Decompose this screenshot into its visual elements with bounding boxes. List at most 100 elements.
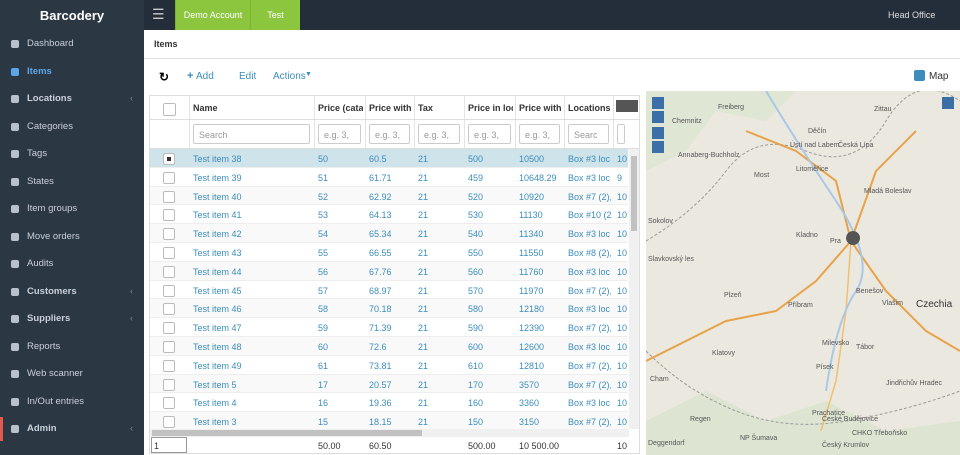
account-tab[interactable]: Test: [250, 0, 300, 30]
menu-icon: [11, 40, 19, 48]
table-row[interactable]: [150, 167, 628, 187]
table-row[interactable]: [150, 149, 628, 168]
menu-item[interactable]: States: [27, 175, 54, 187]
menu-item[interactable]: Items: [27, 65, 52, 77]
map-label[interactable]: Map: [929, 71, 949, 82]
zoom-in[interactable]: [652, 97, 664, 109]
row-checkbox[interactable]: [163, 341, 175, 353]
map-marker[interactable]: [846, 231, 861, 245]
row-checkbox[interactable]: [163, 378, 175, 391]
table-row[interactable]: [150, 374, 628, 394]
table-row[interactable]: [150, 261, 628, 281]
chevron: ‹: [130, 285, 133, 296]
table-cell[interactable]: Test item 40: [193, 191, 242, 202]
add-button[interactable]: Add: [196, 71, 214, 82]
refresh-icon[interactable]: ↻: [159, 70, 170, 84]
menu-item[interactable]: Audits: [27, 258, 54, 269]
menu-item[interactable]: Categories: [27, 120, 73, 132]
table-row[interactable]: [150, 224, 628, 243]
column-header[interactable]: Price with t: [369, 103, 412, 113]
table-row[interactable]: [150, 299, 628, 319]
map-control[interactable]: [652, 141, 664, 153]
table-cell[interactable]: Test item 38: [193, 154, 242, 164]
table-cell[interactable]: Test item 49: [193, 360, 242, 371]
table-cell[interactable]: Test item 47: [193, 323, 242, 334]
row-checkbox[interactable]: [163, 171, 175, 184]
menu-item[interactable]: In/Out entries: [27, 395, 85, 407]
table-cell[interactable]: Test item 46: [193, 304, 242, 315]
map-label: Czechia: [916, 299, 953, 310]
table-cell: 10: [617, 248, 627, 258]
user-menu[interactable]: Head Office: [888, 10, 936, 20]
table-row[interactable]: [150, 393, 628, 413]
menu-item[interactable]: Dashboard: [27, 38, 74, 49]
column-header[interactable]: Tax: [418, 103, 433, 113]
column-header[interactable]: Price (catal: [318, 103, 363, 113]
row-checkbox[interactable]: [163, 397, 175, 410]
menu-item[interactable]: Suppliers: [27, 313, 71, 324]
map-label: Freiberg: [718, 104, 744, 111]
edit-button[interactable]: Edit: [239, 71, 257, 82]
column-header[interactable]: Locations: [568, 103, 611, 113]
filter-input[interactable]: [617, 124, 625, 144]
menu-item[interactable]: Web scanner: [27, 368, 83, 379]
table-cell: Box #7 (2),: [568, 323, 611, 334]
row-checkbox[interactable]: [163, 416, 175, 429]
map-checkbox[interactable]: [914, 70, 925, 81]
filter-input[interactable]: [418, 124, 460, 144]
filter-input[interactable]: [193, 124, 310, 144]
column-header[interactable]: Price with t: [519, 103, 562, 113]
table-cell[interactable]: Test item 5: [193, 379, 237, 390]
table-cell[interactable]: Test item 48: [193, 342, 242, 352]
filter-input[interactable]: [468, 124, 511, 144]
table-cell[interactable]: Test item 4: [193, 398, 237, 409]
table-cell: Box #3 loc: [568, 398, 611, 409]
row-checkbox[interactable]: [163, 265, 175, 278]
table-row[interactable]: [150, 205, 628, 225]
menu-item[interactable]: Tags: [27, 148, 48, 159]
filter-input[interactable]: [519, 124, 560, 144]
row-checkbox[interactable]: [163, 190, 175, 203]
table-row[interactable]: [150, 318, 628, 337]
menu-item[interactable]: Admin: [27, 423, 57, 434]
table-cell[interactable]: Test item 43: [193, 248, 242, 258]
table-cell[interactable]: Test item 3: [193, 417, 237, 428]
actions-button[interactable]: Actions: [273, 71, 306, 82]
table-cell[interactable]: Test item 42: [193, 229, 242, 240]
table-row[interactable]: [150, 337, 628, 356]
row-checkbox[interactable]: [163, 284, 175, 297]
zoom-out[interactable]: [652, 111, 664, 123]
menu-item[interactable]: Move orders: [27, 230, 80, 242]
table-cell: 10: [617, 398, 627, 409]
map-control[interactable]: [652, 127, 664, 139]
menu-toggle[interactable]: ☰: [152, 7, 165, 21]
account-tab[interactable]: Demo Account: [175, 0, 250, 30]
row-checkbox[interactable]: [163, 228, 175, 241]
menu-item[interactable]: Item groups: [27, 203, 78, 214]
filter-input[interactable]: [568, 124, 609, 144]
menu-item[interactable]: Locations: [27, 93, 72, 104]
filter-input[interactable]: [369, 124, 410, 144]
row-checkbox[interactable]: [163, 359, 175, 372]
table-row[interactable]: [150, 280, 628, 300]
column-header[interactable]: Price in loc: [468, 103, 513, 113]
row-checkbox[interactable]: [163, 209, 175, 222]
column-header[interactable]: Name: [193, 103, 218, 113]
page-input[interactable]: [151, 437, 187, 453]
table-cell[interactable]: Test item 41: [193, 210, 242, 221]
row-checkbox[interactable]: [163, 247, 175, 259]
filter-input[interactable]: [318, 124, 361, 144]
menu-item[interactable]: Reports: [27, 340, 61, 352]
map-label: Vlašim: [882, 300, 903, 307]
fullscreen[interactable]: [942, 97, 954, 109]
menu-item[interactable]: Customers: [27, 285, 77, 297]
table-cell[interactable]: Test item 45: [193, 285, 242, 296]
table-row[interactable]: [150, 243, 628, 262]
row-checkbox[interactable]: [163, 303, 175, 316]
row-checkbox[interactable]: [163, 322, 175, 335]
table-row[interactable]: [150, 355, 628, 375]
table-cell[interactable]: Test item 39: [193, 172, 242, 183]
table-row[interactable]: [150, 186, 628, 206]
table-cell[interactable]: Test item 44: [193, 266, 242, 277]
row-checkbox[interactable]: [163, 153, 175, 165]
